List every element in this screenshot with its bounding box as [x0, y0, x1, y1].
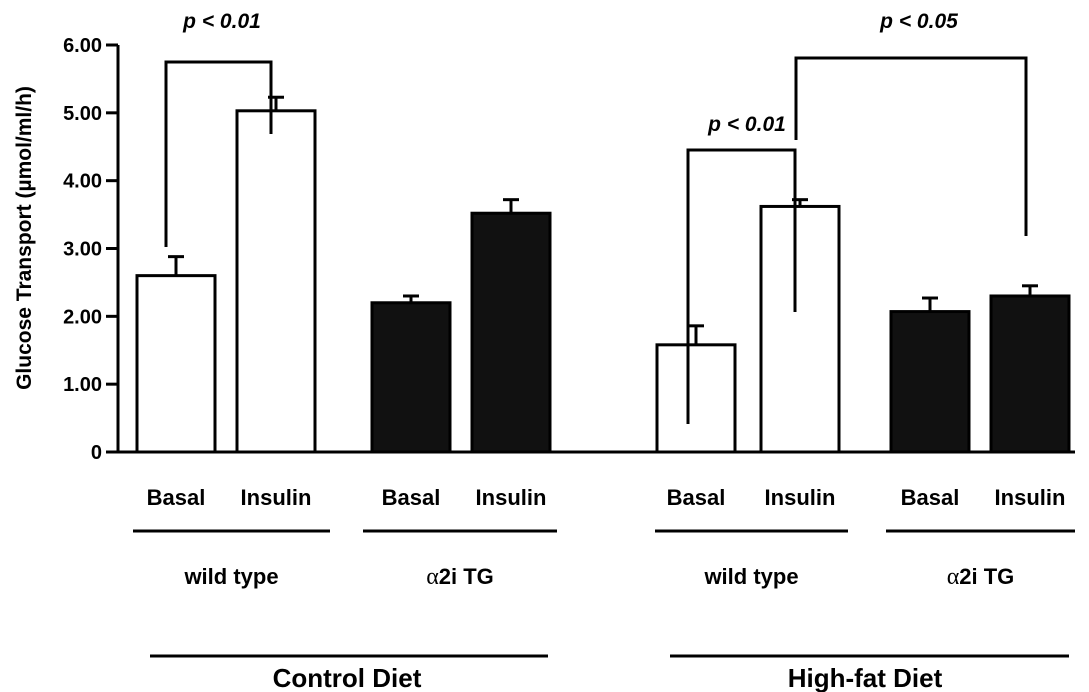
bar-group	[135, 255, 217, 454]
significance-bracket	[794, 56, 1028, 236]
significance-label: p < 0.05	[879, 10, 958, 33]
group-label: wild type	[183, 564, 278, 589]
y-tick-label: 2.00	[63, 306, 102, 328]
bar	[889, 310, 971, 454]
bar-group	[370, 294, 452, 454]
category-label: Insulin	[241, 485, 312, 510]
bar	[655, 343, 737, 454]
diet-label: Control Diet	[273, 663, 422, 692]
category-label: Basal	[667, 485, 726, 510]
category-label: Basal	[147, 485, 206, 510]
category-label: Insulin	[765, 485, 836, 510]
bar-group	[470, 198, 552, 454]
y-tick-label: 5.00	[63, 103, 102, 125]
bar-group	[889, 296, 971, 454]
significance-bracket	[686, 148, 797, 424]
significance-label: p < 0.01	[707, 113, 786, 136]
y-tick-label: 1.00	[63, 374, 102, 396]
bar	[470, 211, 552, 454]
significance-label: p < 0.01	[182, 10, 261, 33]
category-label: Basal	[382, 485, 441, 510]
category-label: Insulin	[476, 485, 547, 510]
category-label: Basal	[901, 485, 960, 510]
bar	[989, 294, 1071, 454]
group-label: α2i TG	[947, 564, 1015, 590]
bar	[135, 274, 217, 454]
group-label: wild type	[703, 564, 798, 589]
significance-brackets: p < 0.01 p < 0.01 p < 0.05	[164, 10, 1028, 424]
category-label: Insulin	[995, 485, 1066, 510]
bar	[235, 109, 317, 454]
y-tick-label: 0	[91, 442, 102, 464]
bar-group	[989, 284, 1071, 454]
bar-group	[759, 198, 841, 454]
y-tick-label: 4.00	[63, 171, 102, 193]
category-labels: Basal Insulin Basal Insulin Basal Insulin Basa…	[133, 485, 1075, 692]
group-label: α2i TG	[426, 564, 494, 590]
bar	[370, 301, 452, 454]
diet-label: High-fat Diet	[788, 663, 943, 692]
significance-bracket	[164, 60, 273, 247]
bar	[759, 204, 841, 454]
y-axis-label: Glucose Transport (µmol/ml/h)	[13, 86, 36, 390]
bar-group	[655, 324, 737, 454]
bar-group	[235, 95, 317, 454]
y-tick-label: 6.00	[63, 35, 102, 57]
bars	[135, 95, 1071, 454]
y-tick-label: 3.00	[63, 239, 102, 261]
